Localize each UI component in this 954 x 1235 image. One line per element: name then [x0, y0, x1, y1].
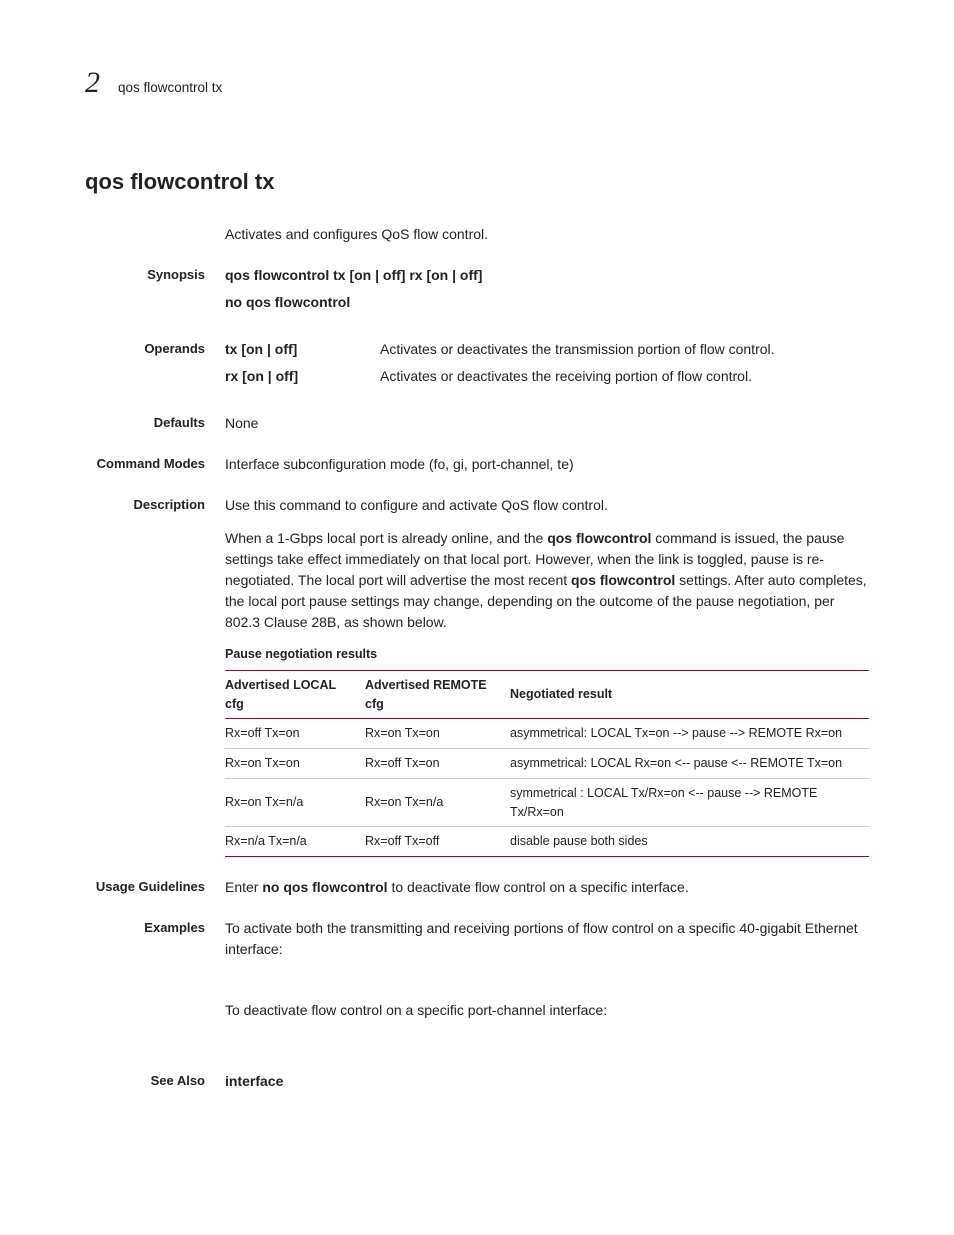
intro-row: Activates and configures QoS flow contro…: [85, 224, 869, 245]
synopsis-line-2: no qos flowcontrol: [225, 292, 869, 313]
table-cell: asymmetrical: LOCAL Tx=on --> pause --> …: [510, 719, 869, 749]
description-paragraph: When a 1-Gbps local port is already onli…: [225, 528, 869, 633]
examples-label: Examples: [85, 918, 225, 1051]
table-cell: Rx=n/a Tx=n/a: [225, 827, 365, 857]
operand-item: rx [on | off] Activates or deactivates t…: [225, 366, 869, 387]
table-header: Negotiated result: [510, 670, 869, 719]
table-cell: Rx=on Tx=n/a: [225, 778, 365, 827]
table-cell: Rx=off Tx=off: [365, 827, 510, 857]
intro-text: Activates and configures QoS flow contro…: [225, 224, 869, 245]
spacer: [225, 960, 869, 1000]
table-header: Advertised REMOTE cfg: [365, 670, 510, 719]
description-label: Description: [85, 495, 225, 857]
description-content: Use this command to configure and activa…: [225, 495, 869, 857]
table-cell: Rx=on Tx=on: [225, 749, 365, 779]
operand-desc: Activates or deactivates the transmissio…: [380, 339, 869, 360]
usage-text: Enter: [225, 879, 262, 895]
examples-content: To activate both the transmitting and re…: [225, 918, 869, 1051]
command-modes-value: Interface subconfiguration mode (fo, gi,…: [225, 454, 869, 475]
usage-label: Usage Guidelines: [85, 877, 225, 898]
synopsis-row: Synopsis qos flowcontrol tx [on | off] r…: [85, 265, 869, 319]
synopsis-label: Synopsis: [85, 265, 225, 319]
see-also-label: See Also: [85, 1071, 225, 1092]
operand-item: tx [on | off] Activates or deactivates t…: [225, 339, 869, 360]
desc-bold: qos flowcontrol: [547, 530, 651, 546]
usage-text: to deactivate flow control on a specific…: [388, 879, 689, 895]
pause-table-wrap: Pause negotiation results Advertised LOC…: [225, 645, 869, 857]
desc-bold: qos flowcontrol: [571, 572, 675, 588]
example-line-1: To activate both the transmitting and re…: [225, 918, 869, 960]
defaults-row: Defaults None: [85, 413, 869, 434]
example-line-2: To deactivate flow control on a specific…: [225, 1000, 869, 1021]
operand-key: tx [on | off]: [225, 339, 380, 360]
defaults-value: None: [225, 413, 869, 434]
usage-row: Usage Guidelines Enter no qos flowcontro…: [85, 877, 869, 898]
spacer: [225, 1021, 869, 1051]
table-cell: Rx=on Tx=n/a: [365, 778, 510, 827]
empty-label: [85, 224, 225, 245]
see-also-row: See Also interface: [85, 1071, 869, 1092]
table-row: Rx=n/a Tx=n/a Rx=off Tx=off disable paus…: [225, 827, 869, 857]
see-also-value: interface: [225, 1071, 869, 1092]
desc-text: When a 1-Gbps local port is already onli…: [225, 530, 547, 546]
synopsis-line-1: qos flowcontrol tx [on | off] rx [on | o…: [225, 265, 869, 286]
synopsis-content: qos flowcontrol tx [on | off] rx [on | o…: [225, 265, 869, 319]
description-line-1: Use this command to configure and activa…: [225, 495, 869, 516]
table-cell: asymmetrical: LOCAL Rx=on <-- pause <-- …: [510, 749, 869, 779]
page-header: 2 qos flowcontrol tx: [85, 60, 869, 105]
table-cell: symmetrical : LOCAL Tx/Rx=on <-- pause -…: [510, 778, 869, 827]
operand-key: rx [on | off]: [225, 366, 380, 387]
examples-row: Examples To activate both the transmitti…: [85, 918, 869, 1051]
command-modes-label: Command Modes: [85, 454, 225, 475]
operands-label: Operands: [85, 339, 225, 393]
table-row: Rx=off Tx=on Rx=on Tx=on asymmetrical: L…: [225, 719, 869, 749]
usage-content: Enter no qos flowcontrol to deactivate f…: [225, 877, 869, 898]
operands-row: Operands tx [on | off] Activates or deac…: [85, 339, 869, 393]
command-modes-row: Command Modes Interface subconfiguration…: [85, 454, 869, 475]
operand-desc: Activates or deactivates the receiving p…: [380, 366, 869, 387]
table-header-row: Advertised LOCAL cfg Advertised REMOTE c…: [225, 670, 869, 719]
description-row: Description Use this command to configur…: [85, 495, 869, 857]
pause-negotiation-table: Advertised LOCAL cfg Advertised REMOTE c…: [225, 670, 869, 857]
chapter-number: 2: [85, 60, 100, 105]
section-title: qos flowcontrol tx: [85, 165, 869, 198]
table-cell: Rx=on Tx=on: [365, 719, 510, 749]
operands-content: tx [on | off] Activates or deactivates t…: [225, 339, 869, 393]
table-title: Pause negotiation results: [225, 645, 869, 664]
table-header: Advertised LOCAL cfg: [225, 670, 365, 719]
table-row: Rx=on Tx=on Rx=off Tx=on asymmetrical: L…: [225, 749, 869, 779]
breadcrumb: qos flowcontrol tx: [118, 78, 222, 98]
defaults-label: Defaults: [85, 413, 225, 434]
table-cell: Rx=off Tx=on: [225, 719, 365, 749]
usage-bold: no qos flowcontrol: [262, 879, 387, 895]
table-cell: disable pause both sides: [510, 827, 869, 857]
table-cell: Rx=off Tx=on: [365, 749, 510, 779]
table-row: Rx=on Tx=n/a Rx=on Tx=n/a symmetrical : …: [225, 778, 869, 827]
